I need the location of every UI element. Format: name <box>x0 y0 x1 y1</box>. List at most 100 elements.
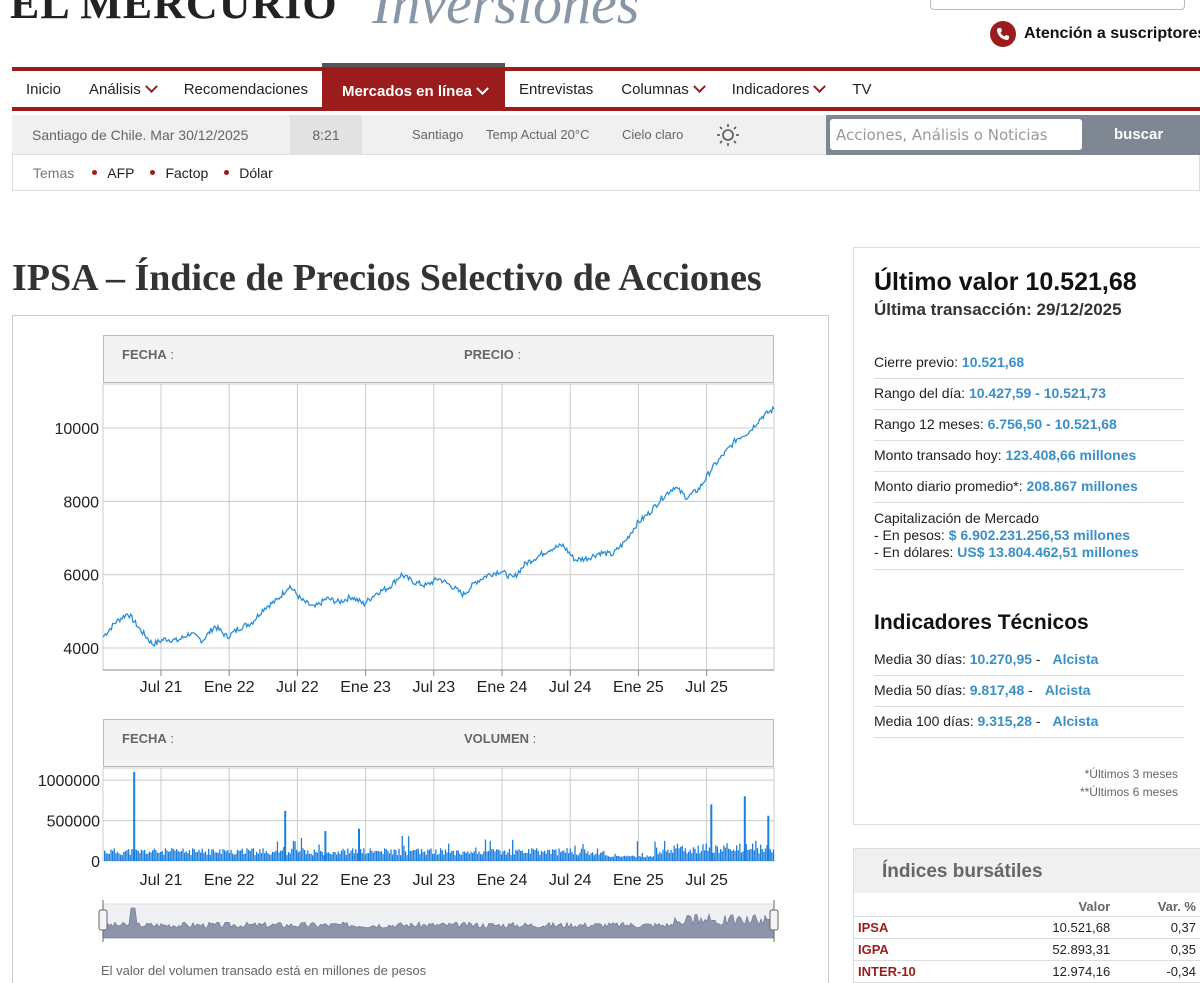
volume-bar <box>630 856 632 861</box>
volume-bar <box>107 853 109 861</box>
logo[interactable]: EL MERCURIO <box>10 0 338 28</box>
volume-bar <box>603 850 605 861</box>
volume-bar <box>414 849 416 861</box>
logo-sub[interactable]: Inversiones <box>372 0 640 36</box>
volume-bar <box>336 854 338 861</box>
y-tick-label: 4000 <box>63 641 99 658</box>
nav-item-entrevistas[interactable]: Entrevistas <box>505 71 607 107</box>
volume-bar <box>145 853 147 861</box>
tema-afp[interactable]: AFP <box>92 165 134 181</box>
tema-factop[interactable]: Factop <box>150 165 208 181</box>
nav-item-inicio[interactable]: Inicio <box>12 71 75 107</box>
volume-bar <box>243 854 245 861</box>
volume-bar <box>174 850 176 861</box>
volume-bar <box>172 849 175 861</box>
volume-bar <box>771 852 773 861</box>
nav-label: Indicadores <box>731 80 810 98</box>
y-tick-label: 8000 <box>63 494 99 511</box>
nav-item-columnas[interactable]: Columnas <box>607 71 718 107</box>
volume-chart[interactable]: Jul 21 Ene 22 Jul 22 Ene 23 Jul 23 Ene 24 Jul … <box>13 706 830 956</box>
volume-bar <box>718 852 720 861</box>
volume-bar <box>467 851 469 861</box>
search-button[interactable]: buscar <box>1114 126 1164 143</box>
nav-item-indicadores[interactable]: Indicadores <box>718 71 839 107</box>
volume-spike <box>358 828 360 861</box>
chevron-down-icon <box>476 81 489 95</box>
x-tick-label: Ene 22 <box>204 872 255 889</box>
volume-bar <box>606 855 608 861</box>
nav-item-análisis[interactable]: Análisis <box>75 71 170 107</box>
x-tick-label: Jul 25 <box>685 872 728 889</box>
volume-bar <box>595 853 597 861</box>
volume-bar <box>260 853 263 861</box>
volume-bar <box>760 844 762 861</box>
volume-bar <box>115 853 117 861</box>
volume-bar <box>264 853 266 861</box>
top-input[interactable] <box>930 0 1185 10</box>
volume-bar <box>158 852 160 861</box>
volume-bar <box>531 848 533 861</box>
volume-bar <box>585 853 587 861</box>
price-chart[interactable]: Jul 21 Ene 22 Jul 22 Ene 23 Jul 23 Ene 24 Jul … <box>13 316 830 706</box>
volume-bar <box>553 850 555 861</box>
volume-bar <box>558 848 560 861</box>
volume-bar <box>468 853 471 861</box>
volume-bar <box>187 853 189 861</box>
volume-bar <box>129 854 131 861</box>
nav-item-tv[interactable]: TV <box>838 71 885 107</box>
volume-bar <box>497 849 499 861</box>
volume-bar <box>499 850 501 861</box>
volume-bar <box>702 844 704 861</box>
volume-bar <box>660 853 663 861</box>
table-row[interactable]: INTER-10 12.974,16 -0,34 <box>854 960 1200 983</box>
volume-bar <box>452 850 455 861</box>
atencion-suscriptores-link[interactable]: Atención a suscriptores <box>990 20 1200 48</box>
volume-bar <box>144 849 146 861</box>
volume-bar <box>329 853 331 861</box>
volume-bar <box>480 854 482 861</box>
volume-bar <box>400 855 402 861</box>
nav-item-recomendaciones[interactable]: Recomendaciones <box>170 71 322 107</box>
search-input[interactable] <box>830 119 1082 150</box>
volume-bar <box>252 848 255 861</box>
volume-spike <box>324 831 327 861</box>
volume-bar <box>152 850 154 861</box>
volume-bar <box>577 855 579 861</box>
temas-label: Temas <box>33 164 75 181</box>
atencion-label: Atención a suscriptores <box>1024 25 1200 42</box>
volume-bar <box>379 851 381 861</box>
y-tick-label: 1000000 <box>38 773 100 790</box>
last-value: Último valor 10.521,68 <box>874 268 1137 296</box>
volume-bar <box>667 849 669 861</box>
volume-bar <box>683 851 685 861</box>
volume-bar <box>416 849 418 861</box>
volume-bar <box>755 840 757 861</box>
volume-bar <box>300 837 303 861</box>
volume-bar <box>292 840 295 861</box>
volume-bar <box>312 855 314 861</box>
volume-bar <box>382 853 384 861</box>
volume-bar <box>345 855 347 861</box>
volume-bar <box>230 849 232 861</box>
volume-bar <box>417 848 419 861</box>
nav-label: Recomendaciones <box>183 80 308 98</box>
chevron-down-icon <box>692 79 706 93</box>
volume-bar <box>742 851 744 861</box>
volume-bar <box>294 841 296 861</box>
volume-bar <box>675 848 677 861</box>
volume-bar <box>206 854 208 861</box>
table-row[interactable]: IGPA 52.893,31 0,35 <box>854 938 1200 961</box>
volume-bar <box>377 851 379 861</box>
volume-bar <box>465 852 467 861</box>
plot-area <box>102 767 775 862</box>
table-row[interactable]: IPSA 10.521,68 0,37 <box>854 916 1200 939</box>
volume-bar <box>248 849 250 861</box>
volume-bar <box>720 848 722 861</box>
tema-dolar[interactable]: Dólar <box>224 165 272 181</box>
volume-bar <box>721 851 723 861</box>
volume-bar <box>632 855 634 861</box>
volume-bar <box>412 850 415 861</box>
nav-item-mercados-en-línea[interactable]: Mercados en línea <box>321 63 506 107</box>
volume-bar <box>236 849 239 861</box>
volume-bar <box>163 854 165 861</box>
